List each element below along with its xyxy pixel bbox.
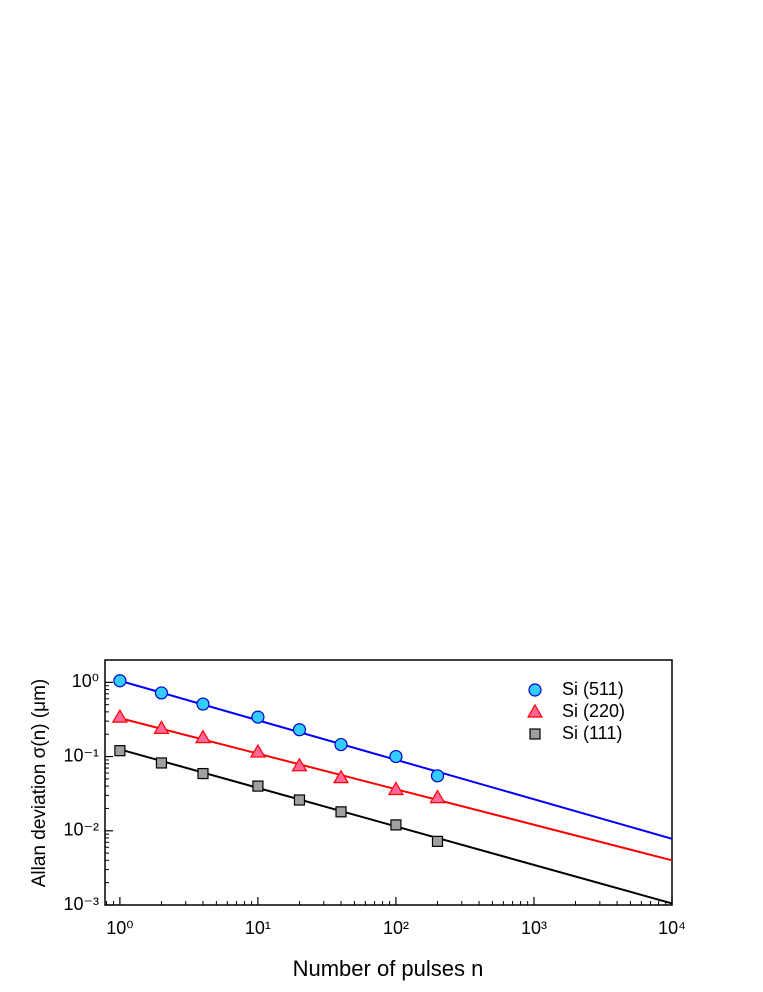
legend-marker xyxy=(529,728,541,740)
y-tick-label: 10⁻² xyxy=(63,820,99,840)
legend-label: Si (111) xyxy=(562,723,622,743)
legend-marker xyxy=(528,683,542,697)
y-axis-label: Allan deviation σ(n) (μm) xyxy=(29,679,50,888)
legend-marker xyxy=(526,703,544,718)
point xyxy=(249,743,266,758)
point xyxy=(196,697,210,711)
point xyxy=(431,835,444,847)
point xyxy=(153,720,170,734)
point xyxy=(335,806,347,818)
x-tick-label: 10⁴ xyxy=(658,918,686,938)
x-tick-label: 10² xyxy=(383,918,409,938)
point xyxy=(429,789,446,804)
point xyxy=(332,769,350,784)
point xyxy=(291,757,308,772)
point xyxy=(293,794,306,806)
y-tick-label: 10⁰ xyxy=(72,671,99,691)
point xyxy=(252,780,264,792)
legend-label: Si (511) xyxy=(562,679,624,699)
legend-label: Si (220) xyxy=(562,701,625,721)
y-tick-label: 10⁻¹ xyxy=(63,745,99,765)
point xyxy=(292,723,307,737)
x-tick-label: 10³ xyxy=(521,918,547,938)
x-tick-label: 10¹ xyxy=(245,918,271,938)
x-tick-label: 10⁰ xyxy=(106,918,133,938)
point xyxy=(114,745,126,757)
point xyxy=(390,819,402,831)
x-axis-label: Number of pulses n xyxy=(293,956,484,981)
point xyxy=(154,686,169,700)
point xyxy=(111,708,128,723)
point xyxy=(334,737,348,752)
point xyxy=(387,781,404,796)
point xyxy=(389,749,403,764)
point xyxy=(197,767,209,780)
plot-frame xyxy=(104,659,673,906)
point xyxy=(194,729,212,744)
point xyxy=(251,710,265,724)
point xyxy=(430,769,445,783)
y-tick-label: 10⁻³ xyxy=(63,894,99,914)
point xyxy=(113,674,127,688)
point xyxy=(155,757,168,769)
